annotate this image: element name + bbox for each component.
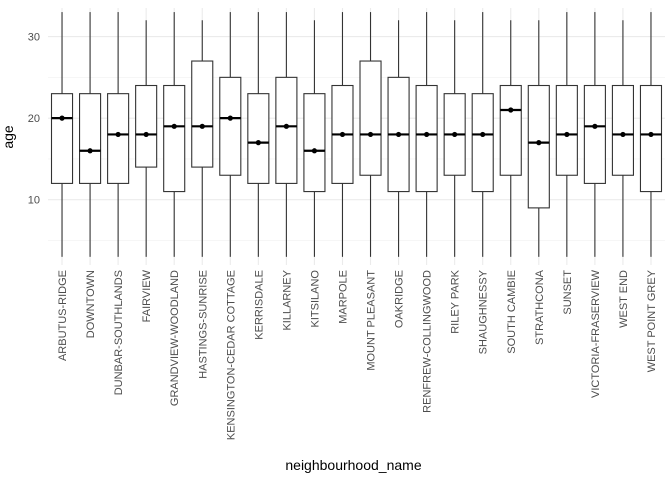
iqr-box	[499, 84, 522, 176]
x-tick-label: OAKRIDGE	[394, 270, 406, 328]
x-tick-label: STRATHCONA	[534, 269, 546, 345]
median-point	[115, 131, 121, 138]
median-point	[508, 107, 514, 113]
x-tick-label: RENFREW-COLLINGWOOD	[422, 270, 434, 413]
x-axis-title: neighbourhood_name	[285, 457, 421, 473]
box-hastings-sunrise	[191, 20, 214, 257]
median-point	[367, 131, 374, 138]
x-tick-label: WEST END	[618, 270, 630, 328]
x-tick-label: FAIRVIEW	[141, 269, 153, 322]
x-tick-label: ARBUTUS-RIDGE	[57, 270, 69, 361]
iqr-box	[163, 84, 186, 193]
x-tick-label: MOUNT PLEASANT	[366, 270, 378, 371]
box-sunset	[555, 12, 578, 257]
median-point	[227, 115, 233, 121]
y-tick-label: 20	[28, 113, 40, 125]
x-tick-label: GRANDVIEW-WOODLAND	[169, 270, 181, 406]
iqr-box	[415, 84, 438, 193]
iqr-box	[471, 93, 494, 193]
iqr-box	[275, 76, 298, 184]
iqr-box	[247, 93, 270, 184]
median-point	[564, 131, 570, 138]
x-axis-ticks: ARBUTUS-RIDGE DOWNTOWN DUNBAR-SOUTHLANDS FA…	[57, 269, 658, 440]
median-point	[424, 131, 430, 138]
iqr-box	[107, 93, 130, 184]
iqr-box	[219, 76, 242, 176]
iqr-box	[639, 84, 663, 193]
x-tick-label: MARPOLE	[337, 270, 349, 324]
x-tick-label: RILEY PARK	[450, 269, 462, 333]
median-point	[339, 131, 346, 138]
x-tick-label: VICTORIA-FRASERVIEW	[590, 269, 602, 398]
iqr-box	[50, 93, 74, 184]
median-point	[648, 131, 654, 138]
median-point	[143, 131, 149, 138]
box-south-cambie	[499, 20, 522, 257]
box-west-point-grey	[639, 12, 663, 257]
median-point	[283, 123, 289, 129]
median-point	[592, 123, 598, 129]
y-tick-label: 10	[28, 195, 40, 207]
box-marpole	[331, 12, 354, 257]
box-west-end	[611, 20, 634, 257]
box-kerrisdale	[247, 12, 270, 257]
y-axis-ticks: 10 20 30	[28, 32, 40, 207]
iqr-box	[359, 60, 382, 176]
median-point	[87, 148, 93, 154]
box-killarney	[275, 12, 298, 257]
iqr-box	[135, 84, 158, 168]
iqr-box	[191, 60, 214, 168]
median-point	[395, 131, 402, 138]
x-tick-label: SOUTH CAMBIE	[506, 270, 518, 354]
x-tick-label: KERRISDALE	[253, 270, 265, 340]
x-tick-label: HASTINGS-SUNRISE	[197, 270, 209, 379]
median-point	[255, 140, 261, 146]
y-tick-label: 30	[28, 32, 40, 44]
median-point	[311, 148, 318, 154]
iqr-box	[527, 84, 550, 209]
box-kitsilano	[303, 20, 326, 257]
iqr-box	[555, 84, 578, 176]
box-fairview	[135, 20, 158, 257]
box-series	[50, 12, 663, 257]
box-strathcona	[527, 20, 550, 257]
box-shaughnessy	[471, 12, 494, 257]
x-tick-label: KITSILANO	[309, 270, 321, 328]
median-point	[620, 131, 626, 138]
x-tick-label: WEST POINT GREY	[646, 269, 658, 372]
box-grandview-woodland	[163, 12, 186, 257]
box-victoria-fraserview	[583, 12, 606, 257]
median-point	[480, 131, 486, 138]
box-renfrew-collingwood	[415, 12, 438, 257]
box-downtown	[79, 12, 102, 257]
x-tick-label: SHAUGHNESSY	[478, 269, 490, 354]
iqr-box	[303, 93, 326, 193]
box-arbutus-ridge	[50, 12, 74, 257]
x-tick-label: KILLARNEY	[281, 269, 293, 330]
y-axis-title: age	[0, 125, 16, 149]
box-riley-park	[443, 20, 466, 257]
iqr-box	[611, 84, 634, 176]
median-point	[452, 131, 458, 138]
iqr-box	[583, 84, 606, 184]
box-dunbar-southlands	[107, 12, 130, 257]
x-tick-label: KENSINGTON-CEDAR COTTAGE	[225, 270, 237, 440]
x-tick-label: SUNSET	[562, 270, 574, 315]
iqr-box	[79, 93, 102, 184]
median-point	[536, 140, 542, 146]
box-kensington-cedar-cottage	[219, 12, 242, 257]
median-point	[199, 123, 205, 129]
median-point	[59, 115, 65, 121]
x-tick-label: DUNBAR-SOUTHLANDS	[113, 270, 125, 395]
box-mount-pleasant	[359, 12, 382, 257]
box-oakridge	[387, 20, 410, 257]
median-point	[171, 123, 177, 129]
x-tick-label: DOWNTOWN	[85, 270, 97, 338]
